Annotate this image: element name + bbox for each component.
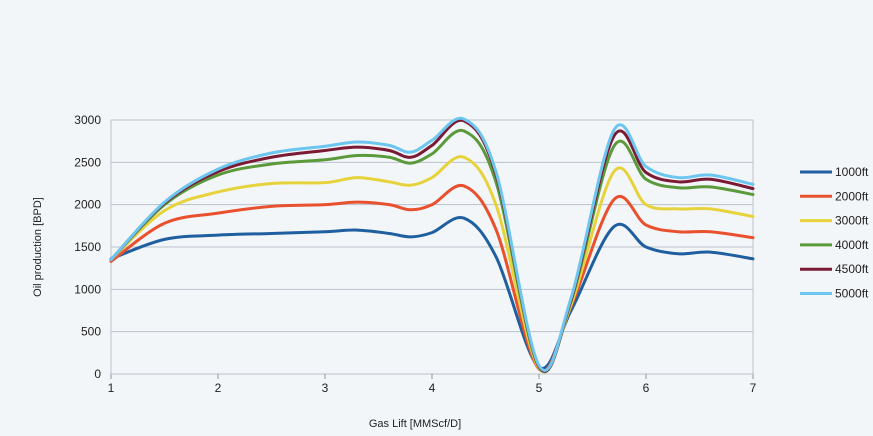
y-tick-label: 1000 bbox=[74, 282, 101, 296]
y-tick-label: 0 bbox=[94, 367, 101, 381]
y-tick-label: 2500 bbox=[74, 155, 101, 169]
legend-label: 3000ft bbox=[835, 214, 869, 228]
x-tick-label: 1 bbox=[108, 381, 115, 395]
x-tick-label: 7 bbox=[750, 381, 757, 395]
y-tick-label: 2000 bbox=[74, 198, 101, 212]
legend-label: 2000ft bbox=[835, 189, 869, 203]
series-line-4000ft bbox=[109, 128, 755, 374]
legend: 1000ft 2000ft 3000ft 4000ft 4500ft 5000ft bbox=[800, 165, 869, 301]
y-axis-label: Oil production [BPD] bbox=[32, 197, 44, 297]
x-tick-label: 6 bbox=[643, 381, 650, 395]
x-tick-label: 4 bbox=[429, 381, 436, 395]
y-tick-label: 3000 bbox=[74, 113, 101, 127]
series-line-2000ft bbox=[109, 183, 755, 373]
x-tick-label: 5 bbox=[536, 381, 543, 395]
y-tick-label: 1500 bbox=[74, 240, 101, 254]
series-line-5000ft bbox=[109, 116, 755, 372]
x-axis-label: Gas Lift [MMScf/D] bbox=[369, 418, 461, 430]
x-tick-label: 2 bbox=[215, 381, 222, 395]
series-line-3000ft bbox=[109, 155, 755, 373]
legend-label: 1000ft bbox=[835, 165, 869, 179]
axis-ticks: 0 500 1000 1500 2000 2500 3000 1 2 3 4 5 6 7 bbox=[74, 113, 756, 395]
y-tick-label: 500 bbox=[81, 325, 101, 339]
legend-label: 4500ft bbox=[835, 262, 869, 276]
legend-label: 4000ft bbox=[835, 238, 869, 252]
x-tick-label: 3 bbox=[322, 381, 329, 395]
series-line-1000ft bbox=[109, 216, 755, 370]
legend-label: 5000ft bbox=[835, 287, 869, 301]
series-lines bbox=[109, 116, 755, 374]
